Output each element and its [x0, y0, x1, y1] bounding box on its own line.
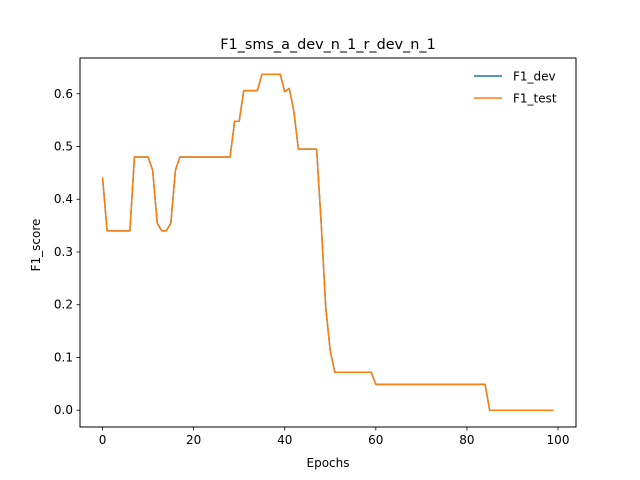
y-tick-label: 0.5	[54, 140, 73, 154]
series-line-f1-test	[101, 73, 554, 411]
series-layer	[101, 73, 554, 411]
legend-label: F1_test	[513, 92, 557, 106]
x-tick-label: 40	[277, 433, 292, 447]
legend-label: F1_dev	[513, 70, 556, 84]
chart-title: F1_sms_a_dev_n_1_r_dev_n_1	[220, 37, 436, 53]
legend: F1_dev F1_test	[474, 70, 557, 106]
y-tick-label: 0.1	[54, 350, 73, 364]
y-tick-label: 0.4	[54, 192, 73, 206]
x-tick-label: 0	[99, 433, 107, 447]
y-tick-label: 0.3	[54, 245, 73, 259]
x-tick-label: 20	[186, 433, 201, 447]
x-axis-label: Epochs	[307, 456, 350, 470]
y-tick-label: 0.6	[54, 87, 73, 101]
ticks-layer: 0 20 40 60 80 100 0.0 0.1 0.2 0.3 0.4 0.5 0.6	[54, 87, 570, 447]
y-tick-label: 0.2	[54, 298, 73, 312]
x-tick-label: 80	[459, 433, 474, 447]
y-tick-label: 0.0	[54, 403, 73, 417]
plot-frame	[79, 57, 577, 428]
x-tick-label: 100	[547, 433, 570, 447]
x-tick-label: 60	[368, 433, 383, 447]
y-axis-label: F1_score	[29, 219, 43, 272]
